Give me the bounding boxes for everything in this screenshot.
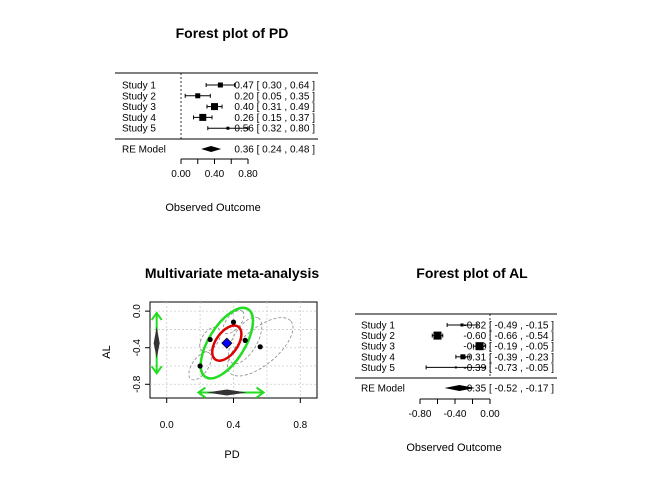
- summary-ci-text: -0.35 [ -0.52 , -0.17 ]: [463, 384, 554, 395]
- marginal-al-arrow-top: [150, 311, 163, 321]
- study-label: Study 5: [361, 363, 395, 374]
- summary-point: [221, 337, 233, 349]
- mv-title: Multivariate meta-analysis: [145, 265, 320, 281]
- study-label: Study 2: [361, 331, 395, 342]
- marginal-al-arrow-bottom: [150, 365, 163, 376]
- study-region: [188, 351, 212, 381]
- study-ci-text: -0.60 [ -0.66 , -0.54 ]: [463, 331, 554, 342]
- study-label: Study 4: [361, 352, 395, 363]
- study-ci-text: 0.47 [ 0.30 , 0.64 ]: [234, 81, 315, 92]
- study-label: Study 3: [361, 342, 395, 353]
- marginal-pd-arrow-left: [196, 386, 207, 399]
- prediction-region: [199, 306, 255, 380]
- mv-y-tick-label: 0.0: [132, 304, 143, 318]
- study-point: [257, 344, 263, 350]
- study-point: [230, 319, 237, 325]
- study-label: Study 5: [122, 124, 156, 135]
- marginal-al-diamond: [153, 326, 160, 359]
- study-region: [228, 316, 263, 365]
- study-point: [207, 336, 213, 343]
- study-label: Study 4: [122, 113, 156, 124]
- summary-label: RE Model: [122, 145, 166, 156]
- study-point: [460, 354, 466, 360]
- study-point: [460, 323, 464, 327]
- summary-diamond: [444, 385, 476, 391]
- forest-plot-pd: Forest plot of PD Study 1 0.47 [ 0.30 , 0…: [115, 25, 318, 214]
- study-label: Study 1: [122, 81, 156, 92]
- study-ci-text: -0.32 [ -0.49 , -0.15 ]: [463, 321, 554, 332]
- study-label: Study 3: [122, 102, 156, 113]
- study-label: Study 2: [122, 91, 156, 102]
- confidence-region: [210, 324, 243, 362]
- marginal-pd-diamond: [206, 389, 247, 396]
- study-ci-text: -0.39 [ -0.73 , -0.05 ]: [463, 363, 554, 374]
- study-point: [433, 331, 442, 340]
- forest-x-tick-label: 0.40: [205, 169, 225, 180]
- study-ci-text: -0.12 [ -0.19 , -0.05 ]: [463, 342, 554, 353]
- summary-label: RE Model: [361, 384, 405, 395]
- mv-x-tick-label: 0.8: [293, 420, 307, 431]
- study-point: [454, 366, 457, 369]
- study-ci-text: 0.26 [ 0.15 , 0.37 ]: [234, 113, 315, 124]
- forest-x-tick-label: -0.40: [444, 409, 467, 420]
- study-point: [197, 363, 203, 369]
- mv-x-tick-label: 0.4: [227, 420, 241, 431]
- marginal-pd-arrow-right: [255, 386, 266, 399]
- study-point: [195, 93, 201, 99]
- study-point: [226, 126, 230, 130]
- mv-y-tick-label: -0.4: [132, 339, 143, 357]
- study-point: [475, 342, 484, 351]
- study-point: [242, 337, 248, 343]
- study-label: Study 1: [361, 321, 395, 332]
- pd-forest-xlabel: Observed Outcome: [165, 202, 260, 214]
- al-forest-title: Forest plot of AL: [416, 265, 528, 281]
- mv-y-tick-label: -0.8: [132, 375, 143, 393]
- forest-x-tick-label: 0.00: [480, 409, 500, 420]
- study-ci-text: 0.20 [ 0.05 , 0.35 ]: [234, 91, 315, 102]
- study-region: [227, 317, 294, 377]
- multivariate-plot: Multivariate meta-analysis PD AL 0.0 0.4 0…: [101, 265, 319, 461]
- pd-forest-title: Forest plot of PD: [176, 25, 289, 41]
- summary-diamond: [201, 146, 222, 152]
- study-point: [211, 103, 218, 111]
- mv-xlabel: PD: [224, 449, 239, 461]
- study-ci-text: 0.56 [ 0.32 , 0.80 ]: [234, 124, 315, 135]
- study-ci-text: 0.40 [ 0.31 , 0.49 ]: [234, 102, 315, 113]
- forest-x-tick-label: 0.80: [238, 169, 258, 180]
- forest-plot-al: Forest plot of AL Study 1 -0.32 [ -0.49 ,…: [355, 265, 557, 454]
- mv-x-tick-label: 0.0: [160, 420, 174, 431]
- study-point: [217, 82, 223, 88]
- study-point: [199, 113, 207, 121]
- study-region: [199, 326, 221, 353]
- al-forest-xlabel: Observed Outcome: [406, 442, 501, 454]
- forest-x-tick-label: -0.80: [409, 409, 432, 420]
- summary-ci-text: 0.36 [ 0.24 , 0.48 ]: [234, 145, 315, 156]
- study-ci-text: -0.31 [ -0.39 , -0.23 ]: [463, 352, 554, 363]
- mv-ylabel: AL: [101, 345, 113, 358]
- forest-x-tick-label: 0.00: [171, 169, 191, 180]
